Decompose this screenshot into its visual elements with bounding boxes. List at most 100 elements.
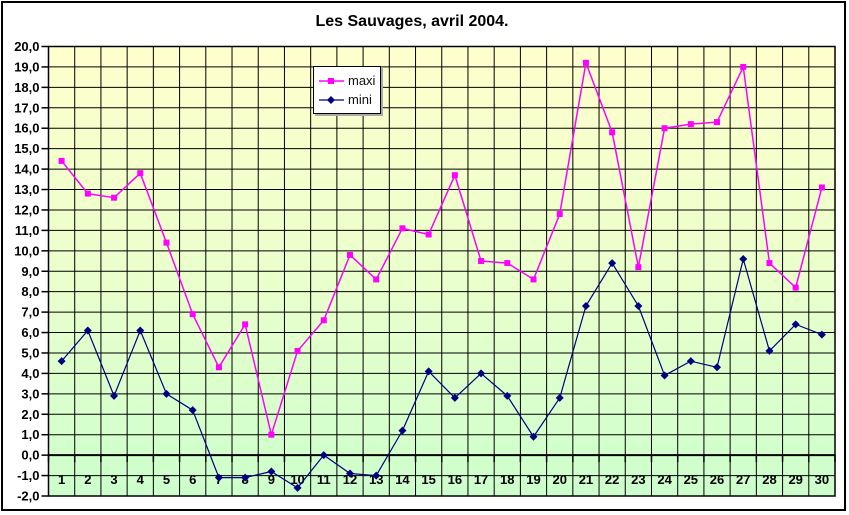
maxi-marker xyxy=(504,260,511,267)
x-axis-tick-label: 25 xyxy=(684,472,698,487)
x-axis-tick-label: 4 xyxy=(137,472,145,487)
legend-label-mini: mini xyxy=(348,91,372,107)
maxi-line-sample-icon xyxy=(319,77,344,84)
maxi-marker xyxy=(320,317,327,324)
y-axis-tick-label: 13,0 xyxy=(14,182,39,197)
maxi-marker xyxy=(268,431,275,438)
legend-item-mini: mini xyxy=(318,92,376,108)
mini-marker xyxy=(267,467,276,476)
mini-marker xyxy=(345,469,354,478)
x-axis-tick-label: 5 xyxy=(163,472,170,487)
mini-marker xyxy=(424,367,433,376)
y-axis-tick-label: 1,0 xyxy=(21,427,39,442)
gridlines xyxy=(48,46,836,497)
maxi-marker xyxy=(58,157,65,164)
maxi-marker xyxy=(346,251,353,258)
maxi-marker xyxy=(556,211,563,218)
mini-marker xyxy=(293,483,302,492)
mini-marker xyxy=(477,369,486,378)
y-axis-tick-label: 10,0 xyxy=(14,243,39,258)
mini-marker xyxy=(188,406,197,415)
mini-marker xyxy=(136,326,145,335)
maxi-marker xyxy=(530,276,537,283)
y-axis-tick-label: -1,0 xyxy=(17,468,39,483)
y-axis-tick-label: 5,0 xyxy=(21,345,39,360)
y-axis-tick-label: 3,0 xyxy=(21,386,39,401)
x-axis-tick-label: 24 xyxy=(657,472,672,487)
x-axis-tick-label: 17 xyxy=(474,472,488,487)
legend: maxi mini xyxy=(313,66,381,114)
y-axis-tick-label: 18,0 xyxy=(14,80,39,95)
maxi-marker xyxy=(714,119,721,126)
y-axis-tick-label: 9,0 xyxy=(21,264,39,279)
mini-marker xyxy=(241,473,250,482)
mini-marker xyxy=(739,254,748,263)
maxi-marker xyxy=(399,225,406,232)
maxi-marker xyxy=(215,364,222,371)
axis-labels: -2,0 -1,0 0,0 1,0 2,0 3,0 4,0 5,0 6,0 7,0 8,0 9,0 10… xyxy=(14,39,829,504)
x-axis-tick-label: 3 xyxy=(110,472,117,487)
legend-label-maxi: maxi xyxy=(348,72,376,88)
mini-marker xyxy=(110,391,119,400)
axes xyxy=(41,45,836,497)
mini-marker xyxy=(660,371,669,380)
maxi-marker xyxy=(661,125,668,132)
maxi-marker xyxy=(478,258,485,265)
mini-marker xyxy=(83,326,92,335)
x-axis-tick-label: 23 xyxy=(631,472,645,487)
maxi-marker xyxy=(609,129,616,136)
mini-line-sample-icon xyxy=(319,95,344,104)
mini-marker xyxy=(57,357,66,366)
mini-marker xyxy=(450,393,459,402)
maxi-marker xyxy=(792,284,799,291)
maxi-marker xyxy=(242,321,249,328)
x-axis-tick-label: 30 xyxy=(815,472,829,487)
y-axis-tick-label: 14,0 xyxy=(14,162,39,177)
x-axis-tick-label: 2 xyxy=(84,472,91,487)
y-axis-tick-label: 15,0 xyxy=(14,141,39,156)
mini-marker xyxy=(162,389,171,398)
x-axis-tick-label: 11 xyxy=(317,472,331,487)
y-axis-tick-label: -2,0 xyxy=(17,489,39,504)
x-axis-tick-label: 22 xyxy=(605,472,619,487)
y-axis-tick-label: 8,0 xyxy=(21,284,39,299)
y-axis-tick-label: 20,0 xyxy=(14,39,39,54)
mini-marker xyxy=(214,473,223,482)
maxi-marker xyxy=(189,311,196,318)
x-axis-tick-label: 21 xyxy=(579,472,593,487)
x-axis-tick-label: 19 xyxy=(526,472,540,487)
maxi-marker xyxy=(687,121,694,128)
mini-marker xyxy=(372,471,381,480)
mini-marker xyxy=(686,357,695,366)
maxi-marker xyxy=(582,59,589,66)
mini-marker xyxy=(765,346,774,355)
x-axis-tick-label: 1 xyxy=(58,472,65,487)
maxi-marker xyxy=(111,194,118,201)
x-axis-tick-label: 12 xyxy=(343,472,357,487)
x-axis-tick-label: 16 xyxy=(448,472,462,487)
maxi-marker xyxy=(373,276,380,283)
x-axis-tick-label: 18 xyxy=(500,472,514,487)
mini-marker xyxy=(608,259,617,268)
x-axis-tick-label: 6 xyxy=(189,472,196,487)
maxi-series xyxy=(58,59,825,438)
y-axis-tick-label: 6,0 xyxy=(21,325,39,340)
x-axis-tick-label: 28 xyxy=(762,472,776,487)
maxi-marker xyxy=(818,184,825,191)
y-axis-tick-label: 4,0 xyxy=(21,366,39,381)
chart-title: Les Sauvages, avril 2004. xyxy=(315,13,509,30)
maxi-marker xyxy=(137,170,144,177)
mini-marker xyxy=(503,391,512,400)
maxi-marker xyxy=(294,347,301,354)
mini-marker xyxy=(634,301,643,310)
y-axis-tick-label: 19,0 xyxy=(14,59,39,74)
y-axis-tick-label: 0,0 xyxy=(21,448,39,463)
x-axis-tick-label: 26 xyxy=(710,472,724,487)
mini-marker xyxy=(713,363,722,372)
y-axis-tick-label: 17,0 xyxy=(14,100,39,115)
x-axis-tick-label: 9 xyxy=(268,472,275,487)
legend-item-maxi: maxi xyxy=(318,73,376,89)
mini-marker xyxy=(791,320,800,329)
maxi-marker xyxy=(425,231,432,238)
x-axis-tick-label: 14 xyxy=(395,472,410,487)
